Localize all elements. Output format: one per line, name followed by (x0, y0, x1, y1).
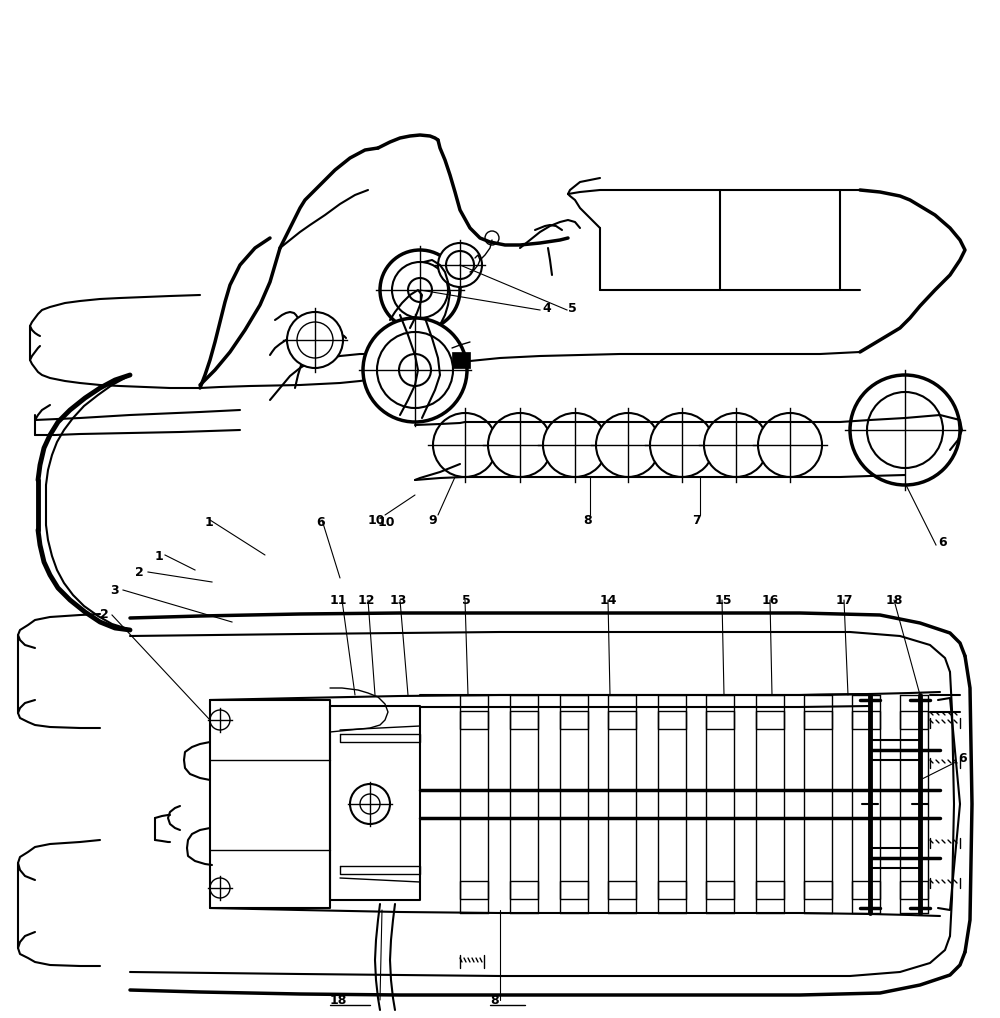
Bar (900, 711, 928, 729)
Text: 18: 18 (330, 994, 347, 1007)
Circle shape (380, 250, 460, 330)
Text: 18: 18 (886, 593, 903, 607)
Bar (706, 881, 734, 899)
Bar (900, 881, 928, 899)
Text: 15: 15 (715, 593, 732, 607)
Bar (804, 711, 832, 729)
Bar (452, 352, 470, 367)
Bar (852, 711, 880, 729)
Text: 10: 10 (378, 516, 396, 529)
Text: 9: 9 (428, 513, 437, 526)
Circle shape (287, 312, 343, 367)
Text: 13: 13 (390, 593, 407, 607)
Bar (460, 881, 488, 899)
Text: 4: 4 (542, 301, 551, 315)
Circle shape (433, 413, 497, 477)
Bar (608, 711, 636, 729)
Circle shape (704, 413, 768, 477)
Circle shape (438, 243, 482, 287)
Text: 3: 3 (110, 583, 119, 597)
Circle shape (543, 413, 607, 477)
Text: 5: 5 (462, 593, 471, 607)
Text: 6: 6 (316, 516, 325, 529)
Circle shape (650, 413, 714, 477)
Bar (510, 881, 538, 899)
Bar (560, 711, 588, 729)
Bar (852, 881, 880, 899)
Text: 2: 2 (135, 566, 144, 579)
Text: 6: 6 (938, 536, 947, 550)
Text: 14: 14 (600, 593, 618, 607)
Text: 6: 6 (958, 751, 967, 765)
Circle shape (363, 318, 467, 422)
Text: 1: 1 (155, 550, 164, 563)
Bar (756, 881, 784, 899)
Text: 7: 7 (692, 513, 701, 526)
Bar (460, 711, 488, 729)
Bar (756, 711, 784, 729)
Circle shape (596, 413, 660, 477)
Bar (804, 881, 832, 899)
Bar (658, 881, 686, 899)
Bar (658, 711, 686, 729)
Circle shape (350, 784, 390, 824)
Text: 17: 17 (836, 593, 854, 607)
Text: 8: 8 (583, 513, 592, 526)
Bar (706, 711, 734, 729)
Text: 8: 8 (490, 994, 499, 1007)
Text: 2: 2 (100, 609, 109, 622)
Circle shape (488, 413, 552, 477)
Bar (510, 711, 538, 729)
Circle shape (850, 375, 960, 485)
Circle shape (758, 413, 822, 477)
Text: 5: 5 (568, 301, 577, 315)
Bar (608, 881, 636, 899)
Text: 11: 11 (330, 593, 348, 607)
Bar (560, 881, 588, 899)
Text: 1: 1 (205, 516, 214, 529)
Text: 16: 16 (762, 593, 779, 607)
Text: 10: 10 (368, 513, 386, 526)
Text: 12: 12 (358, 593, 376, 607)
